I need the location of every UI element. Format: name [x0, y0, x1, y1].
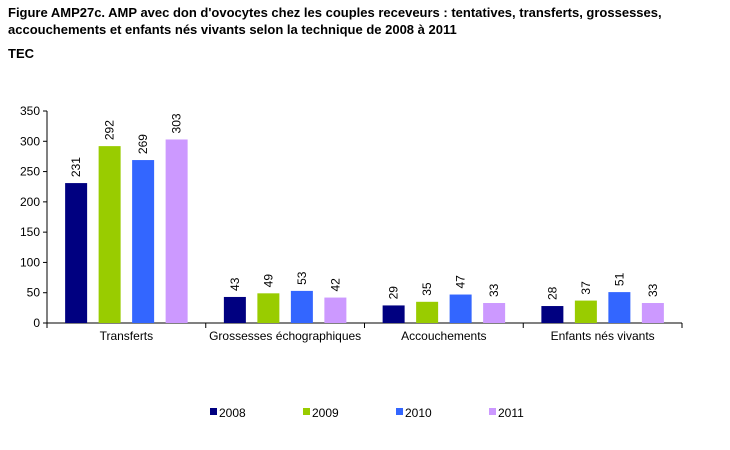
data-label: 53 [295, 271, 309, 285]
bar [483, 303, 506, 323]
data-label: 37 [579, 281, 593, 295]
y-tick-label: 150 [20, 225, 40, 239]
x-axis: Transferts Grossesses échographiques Accou… [46, 322, 683, 343]
bar [541, 306, 564, 323]
data-label: 42 [328, 278, 342, 292]
bar [165, 139, 188, 323]
bar [132, 160, 155, 323]
data-label: 43 [228, 277, 242, 291]
bar [382, 305, 405, 323]
y-axis: 0 50 100 150 200 250 300 350 [20, 104, 48, 330]
y-tick-label: 200 [20, 195, 40, 209]
chart-title: Figure AMP27c. AMP avec don d'ovocytes c… [8, 5, 662, 37]
x-tick-label: Accouchements [401, 329, 486, 343]
legend-swatch [489, 408, 496, 415]
y-tick-label: 300 [20, 134, 40, 148]
y-tick-label: 250 [20, 165, 40, 179]
bar [290, 290, 313, 323]
data-label: 51 [612, 272, 626, 286]
x-tick-label: Enfants nés vivants [551, 329, 655, 343]
data-label: 29 [387, 286, 401, 300]
bar [257, 293, 280, 323]
legend: 2008 2009 2010 2011 [210, 406, 524, 420]
y-tick-label: 100 [20, 255, 40, 269]
data-label: 47 [454, 275, 468, 289]
legend-swatch [396, 408, 403, 415]
y-tick-label: 50 [27, 286, 41, 300]
bar [449, 294, 472, 323]
bar [641, 303, 664, 323]
bar [416, 301, 439, 323]
x-tick-label: Transferts [100, 329, 154, 343]
data-label: 303 [170, 113, 184, 133]
legend-label: 2011 [498, 406, 524, 420]
bar [223, 296, 246, 323]
data-label: 35 [420, 282, 434, 296]
data-label: 292 [103, 120, 117, 140]
data-label: 33 [646, 283, 660, 297]
bars [65, 139, 664, 323]
legend-label: 2009 [312, 406, 339, 420]
data-label: 33 [487, 283, 501, 297]
data-labels: 231 292 269 303 43 49 53 42 29 35 47 33 28 37 51 33 [69, 113, 660, 300]
bar [324, 297, 347, 323]
bar [98, 146, 121, 323]
legend-swatch [303, 408, 310, 415]
data-label: 49 [261, 274, 275, 288]
bar [608, 292, 631, 323]
legend-swatch [210, 408, 217, 415]
y-tick-label: 0 [33, 316, 40, 330]
data-label: 231 [69, 157, 83, 177]
bar [574, 300, 597, 323]
x-tick-label: Grossesses échographiques [209, 329, 361, 343]
data-label: 28 [545, 286, 559, 300]
legend-label: 2008 [219, 406, 246, 420]
legend-label: 2010 [405, 406, 432, 420]
chart-subtitle: TEC [8, 46, 34, 61]
y-tick-label: 350 [20, 104, 40, 118]
data-label: 269 [136, 134, 150, 154]
bar [65, 183, 88, 323]
